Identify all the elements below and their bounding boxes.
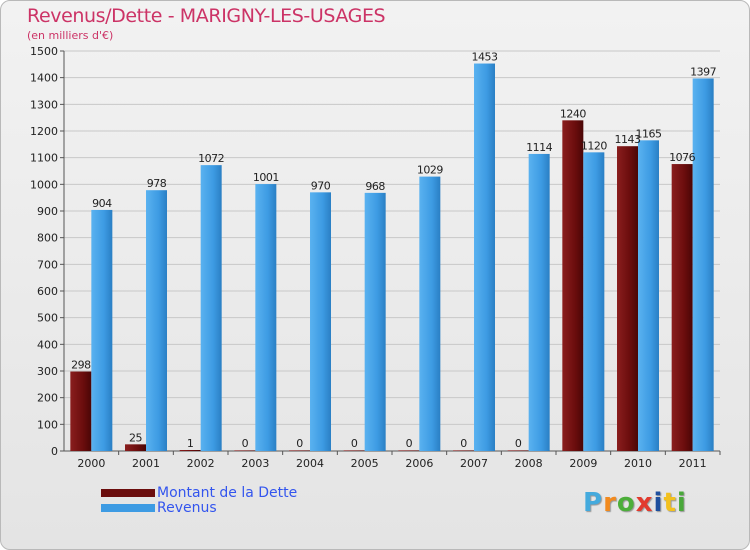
data-label-debt: 298: [71, 359, 91, 372]
labels: 0100200300400500600700800900100011001200…: [30, 45, 717, 470]
data-label-debt: 1240: [560, 107, 586, 120]
bar-debt-2008: [507, 450, 529, 451]
x-tick-label: 2009: [569, 457, 597, 470]
bar-debt-2003: [234, 450, 256, 451]
y-tick-label: 1400: [30, 72, 58, 85]
data-label-revenus: 1072: [198, 152, 224, 165]
bar-revenus-2004: [310, 192, 331, 452]
data-label-revenus: 1165: [636, 127, 662, 140]
bar-revenus-2003: [255, 184, 277, 452]
bar-revenus-2005: [364, 192, 386, 451]
data-label-revenus: 1397: [690, 65, 716, 78]
bar-debt-2010: [617, 146, 638, 451]
data-label-debt: 1: [187, 437, 194, 450]
y-tick-label: 900: [37, 205, 58, 218]
data-label-revenus: 970: [311, 179, 331, 192]
bar-debt-2001: [125, 444, 146, 451]
axes: [60, 50, 721, 455]
bar-revenus-2001: [146, 190, 167, 451]
data-label-debt: 0: [296, 437, 303, 450]
bar-debt-2002: [179, 450, 201, 451]
logo-letter: o: [616, 488, 636, 518]
data-label-revenus: 904: [92, 197, 112, 210]
x-tick-label: 2004: [296, 457, 324, 470]
logo-letter: x: [635, 488, 654, 518]
x-tick-label: 2007: [460, 457, 488, 470]
bar-revenus-2006: [419, 176, 441, 451]
data-label-revenus: 1001: [253, 171, 279, 184]
y-tick-label: 400: [37, 338, 58, 351]
bar-debt-2006: [398, 450, 420, 451]
y-tick-label: 1500: [30, 45, 58, 58]
data-label-revenus: 968: [365, 180, 385, 193]
x-tick-label: 2001: [132, 457, 160, 470]
y-tick-label: 1000: [30, 178, 58, 191]
y-tick-label: 800: [37, 232, 58, 245]
bar-revenus-2010: [638, 140, 659, 452]
logo-letter: i: [676, 488, 687, 518]
bar-revenus-2008: [528, 153, 550, 451]
data-label-revenus: 1029: [417, 164, 443, 177]
bar-debt-2009: [562, 120, 584, 451]
chart-title: Revenus/Dette - MARIGNY-LES-USAGES: [27, 5, 386, 27]
logo-letter: i: [653, 488, 664, 518]
y-tick-label: 0: [51, 445, 58, 458]
logo-letter: r: [603, 488, 617, 518]
y-tick-label: 700: [37, 258, 58, 271]
x-tick-label: 2002: [187, 457, 215, 470]
grid: [64, 50, 720, 452]
bar-revenus-2000: [91, 209, 113, 451]
y-tick-label: 1300: [30, 98, 58, 111]
y-tick-label: 100: [37, 418, 58, 431]
legend-label-debt: Montant de la Dette: [157, 485, 298, 501]
x-tick-label: 2003: [241, 457, 269, 470]
x-tick-label: 2008: [515, 457, 543, 470]
data-label-revenus: 1453: [472, 51, 498, 64]
y-tick-label: 300: [37, 365, 58, 378]
y-tick-label: 1100: [30, 152, 58, 165]
x-tick-label: 2000: [77, 457, 105, 470]
x-tick-label: 2010: [624, 457, 652, 470]
bar-debt-2004: [289, 450, 310, 451]
data-label-debt: 0: [351, 437, 358, 450]
data-label-debt: 0: [242, 437, 249, 450]
legend-label-revenus: Revenus: [157, 500, 217, 516]
legend-swatch-debt: [101, 489, 155, 497]
bar-revenus-2009: [583, 152, 605, 452]
y-tick-label: 500: [37, 312, 58, 325]
bar-revenus-2007: [474, 63, 495, 452]
data-label-debt: 0: [515, 437, 522, 450]
bar-revenus-2011: [692, 78, 714, 451]
data-label-debt: 25: [129, 431, 142, 444]
bar-debt-2011: [671, 164, 693, 452]
logo-letter: P: [583, 488, 604, 518]
logo-letter: t: [663, 488, 677, 518]
y-tick-label: 200: [37, 392, 58, 405]
bar-debt-2007: [453, 450, 474, 451]
bar-debt-2005: [343, 450, 365, 451]
x-tick-label: 2011: [679, 457, 707, 470]
data-label-revenus: 1114: [526, 141, 552, 154]
bar-revenus-2002: [200, 165, 222, 451]
data-label-revenus: 978: [147, 177, 167, 190]
data-label-debt: 1143: [615, 133, 641, 146]
x-tick-label: 2005: [351, 457, 379, 470]
data-label-debt: 0: [460, 437, 467, 450]
bars: [70, 63, 714, 452]
x-tick-label: 2006: [405, 457, 433, 470]
legend-swatch-revenus: [101, 504, 155, 512]
data-label-debt: 1076: [669, 151, 695, 164]
chart-subtitle: (en milliers d'€): [27, 29, 114, 42]
data-label-revenus: 1120: [581, 139, 607, 152]
y-tick-label: 600: [37, 285, 58, 298]
data-label-debt: 0: [406, 437, 413, 450]
bar-debt-2000: [70, 371, 92, 451]
y-tick-label: 1200: [30, 125, 58, 138]
proxiti-logo: Proxiti: [583, 488, 687, 518]
